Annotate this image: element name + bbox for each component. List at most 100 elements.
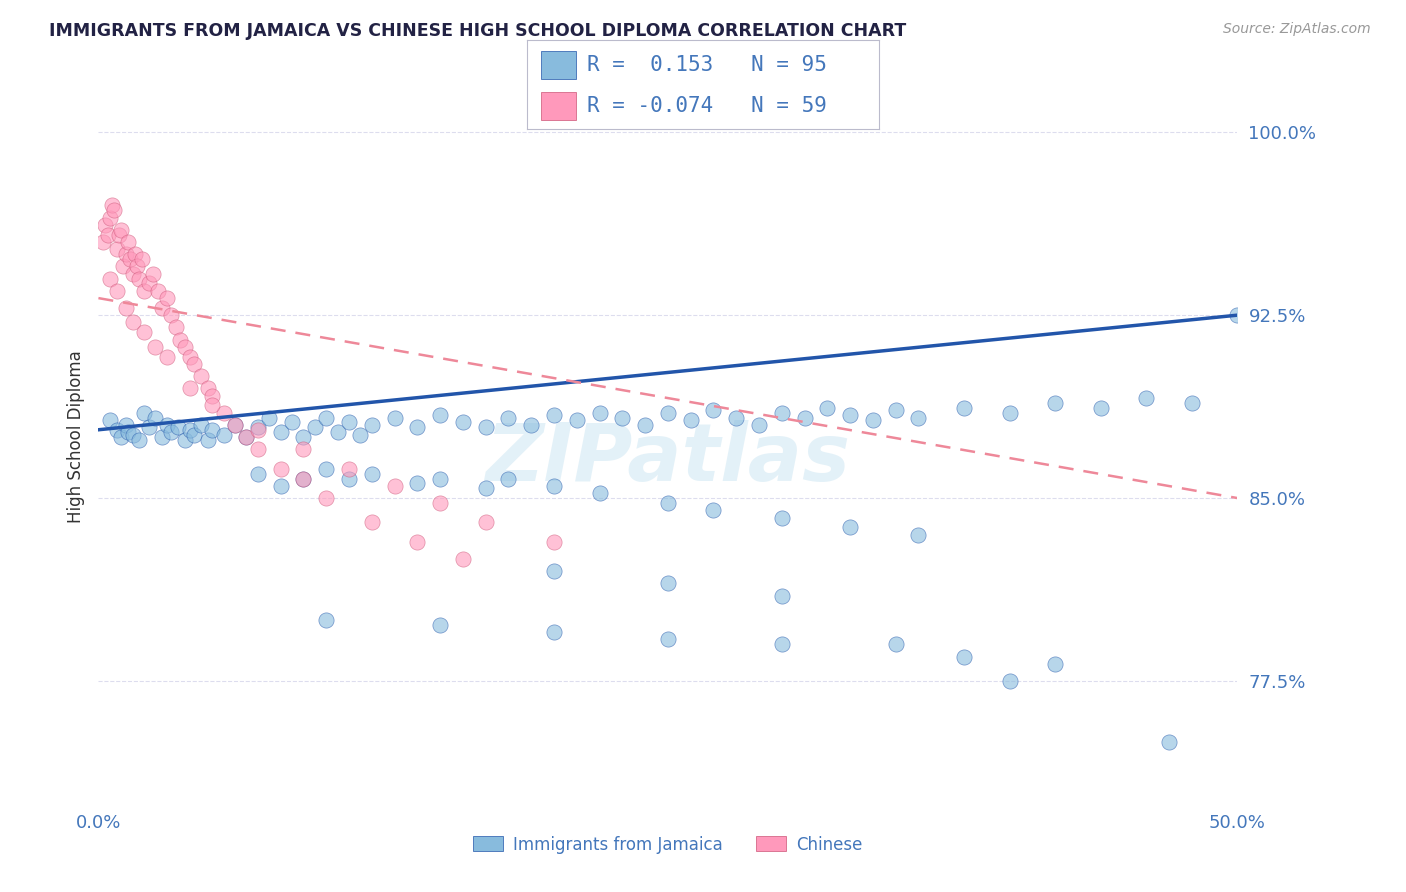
Point xyxy=(98,271,121,285)
Point xyxy=(160,308,183,322)
Point xyxy=(150,430,173,444)
Point xyxy=(1226,308,1249,322)
Point xyxy=(183,427,205,442)
Point xyxy=(114,301,136,315)
Point xyxy=(565,413,588,427)
Point xyxy=(98,211,121,225)
Point xyxy=(315,410,337,425)
Point xyxy=(702,403,724,417)
Point xyxy=(169,333,191,347)
Point xyxy=(543,408,565,422)
Point xyxy=(429,471,451,485)
Point xyxy=(224,417,246,432)
Point xyxy=(101,198,124,212)
Point xyxy=(304,420,326,434)
Point xyxy=(127,260,149,274)
Point xyxy=(183,357,205,371)
Point xyxy=(138,420,160,434)
Point xyxy=(108,227,131,242)
Point xyxy=(657,576,679,591)
Point xyxy=(197,381,219,395)
Point xyxy=(498,410,520,425)
Point xyxy=(190,369,212,384)
Point xyxy=(146,284,169,298)
Point xyxy=(160,425,183,440)
Point xyxy=(315,613,337,627)
Point xyxy=(235,430,257,444)
Point xyxy=(543,564,565,578)
Point xyxy=(657,496,679,510)
Point xyxy=(270,462,292,476)
Point xyxy=(839,408,862,422)
Point xyxy=(337,462,360,476)
Point xyxy=(679,413,702,427)
Point xyxy=(326,425,349,440)
Point xyxy=(179,350,201,364)
Point xyxy=(114,247,136,261)
Point xyxy=(117,235,139,249)
Text: Source: ZipAtlas.com: Source: ZipAtlas.com xyxy=(1223,22,1371,37)
Point xyxy=(292,471,315,485)
Point xyxy=(474,420,496,434)
Point xyxy=(121,267,143,281)
Point xyxy=(520,417,543,432)
Point xyxy=(360,516,382,530)
Y-axis label: High School Diploma: High School Diploma xyxy=(66,351,84,524)
Point xyxy=(105,284,128,298)
Point xyxy=(451,416,474,430)
Point xyxy=(190,417,212,432)
Point xyxy=(114,417,136,432)
Point xyxy=(337,471,360,485)
Point xyxy=(406,420,429,434)
Point xyxy=(246,420,269,434)
Point xyxy=(998,673,1021,688)
Point xyxy=(94,218,117,232)
Point xyxy=(120,252,142,266)
Point xyxy=(770,637,793,651)
Point xyxy=(132,406,155,420)
Point xyxy=(174,340,197,354)
Point xyxy=(246,423,269,437)
Point xyxy=(246,442,269,457)
Point xyxy=(98,413,121,427)
Point xyxy=(132,284,155,298)
Point xyxy=(270,425,292,440)
Point xyxy=(235,430,257,444)
Point xyxy=(292,471,315,485)
Point xyxy=(1135,391,1157,405)
Point xyxy=(406,535,429,549)
Point xyxy=(770,510,793,524)
Point xyxy=(748,417,770,432)
Point xyxy=(474,516,496,530)
Point xyxy=(770,589,793,603)
Point xyxy=(103,203,125,218)
Point xyxy=(165,320,187,334)
Point xyxy=(224,417,246,432)
Point xyxy=(131,252,153,266)
Point xyxy=(360,467,382,481)
Point xyxy=(124,247,146,261)
Point xyxy=(862,413,884,427)
Point xyxy=(1043,396,1066,410)
Point xyxy=(815,401,838,415)
Legend: Immigrants from Jamaica, Chinese: Immigrants from Jamaica, Chinese xyxy=(467,829,869,860)
Text: R = -0.074   N = 59: R = -0.074 N = 59 xyxy=(588,96,827,116)
Point xyxy=(793,410,815,425)
Point xyxy=(953,401,976,415)
Point xyxy=(384,479,406,493)
Point xyxy=(112,260,135,274)
Point xyxy=(588,486,610,500)
Point xyxy=(839,520,862,534)
Point xyxy=(174,433,197,447)
Point xyxy=(179,423,201,437)
Point xyxy=(201,398,224,412)
Point xyxy=(588,406,610,420)
Point xyxy=(384,410,406,425)
Point xyxy=(212,427,235,442)
Point xyxy=(128,271,150,285)
Point xyxy=(543,625,565,640)
Point xyxy=(1181,396,1204,410)
Point xyxy=(657,632,679,647)
Point xyxy=(150,301,173,315)
Point xyxy=(907,527,929,541)
